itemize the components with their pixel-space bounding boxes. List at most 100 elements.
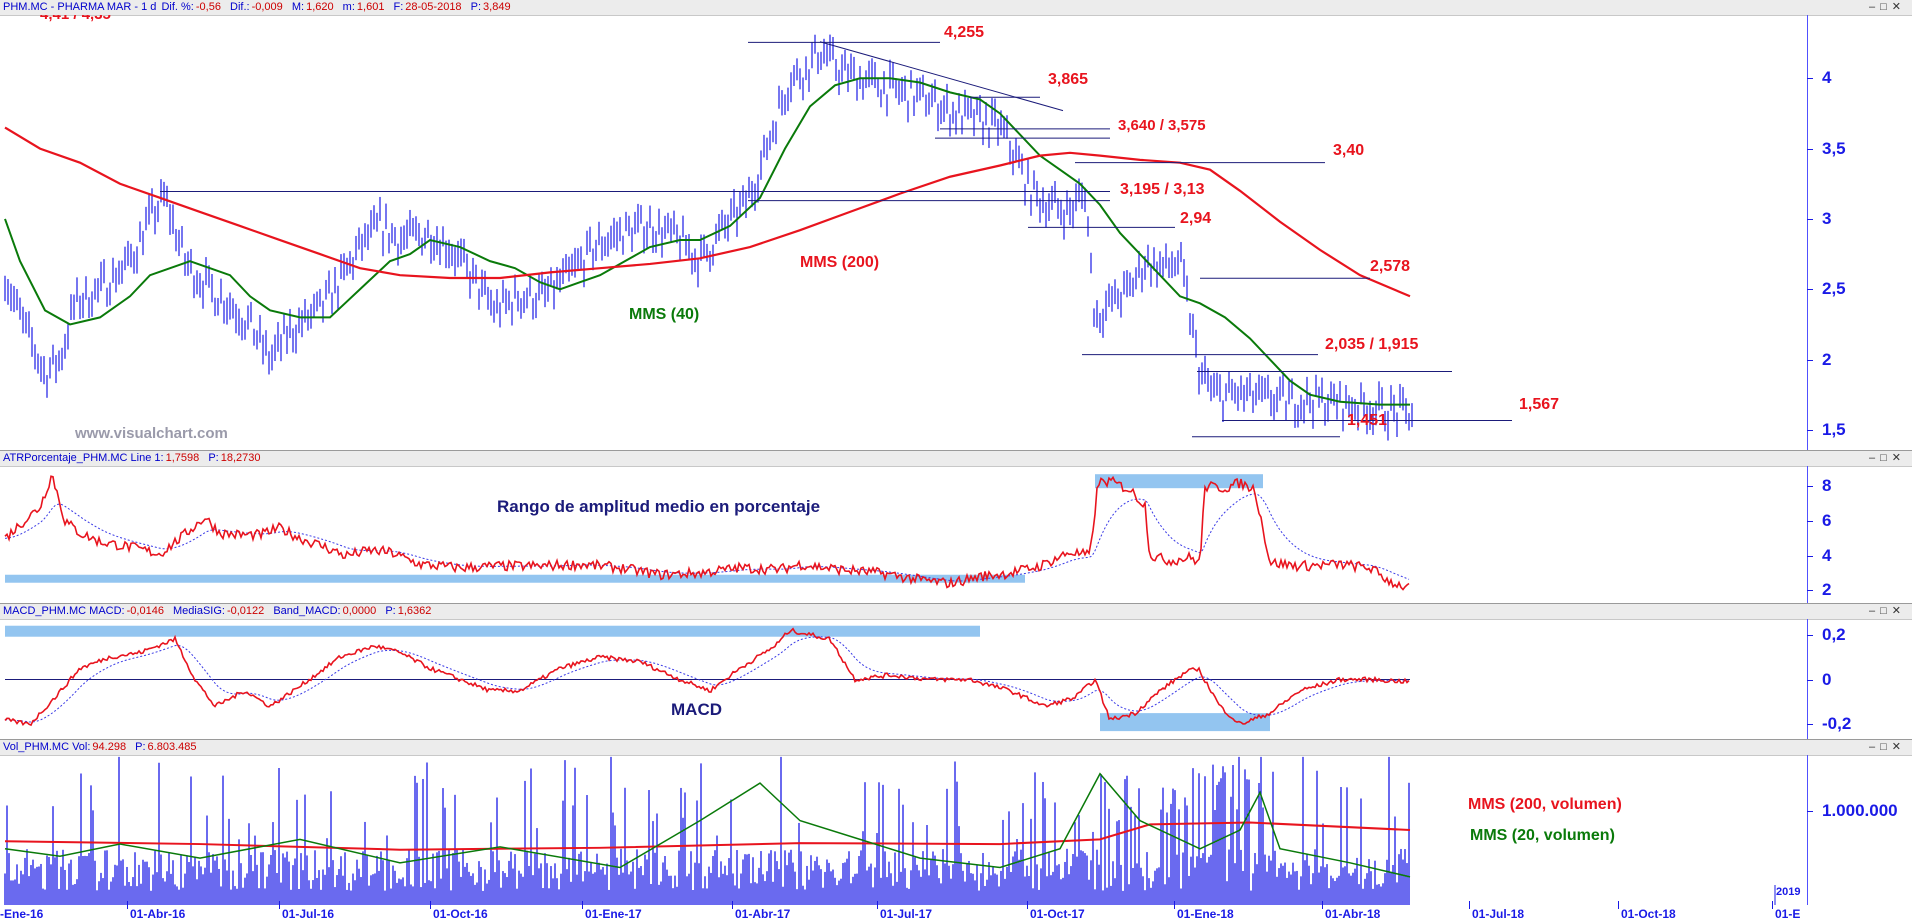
y-tick-mark <box>1807 218 1813 220</box>
level-label-2035: 2,035 / 1,915 <box>1325 336 1419 353</box>
price-header-value: -0,009 <box>251 1 283 13</box>
price-y-axis <box>1807 15 1808 450</box>
price-y-tick: 1,5 <box>1822 419 1846 439</box>
maximize-icon[interactable]: □ <box>1880 1 1892 13</box>
x-tick-label: 01-Abr-18 <box>1325 907 1381 921</box>
volume-legend-mms20: MMS (20, volumen) <box>1470 827 1615 844</box>
maximize-icon[interactable]: □ <box>1880 452 1892 464</box>
price-window-controls: –□✕ <box>1869 0 1906 13</box>
y-tick-mark <box>1807 521 1813 522</box>
volume-mms200-line <box>4 821 1411 851</box>
maximize-icon[interactable]: □ <box>1880 605 1892 617</box>
macd-header-value: -0,0122 <box>226 605 265 617</box>
level-label-3865: 3,865 <box>1048 71 1089 88</box>
x-tick-label: 01-Abr-17 <box>735 907 791 921</box>
x-tick-mark <box>127 901 128 909</box>
close-icon[interactable]: ✕ <box>1891 605 1906 617</box>
x-tick-label: 01-Ene-17 <box>585 907 642 921</box>
price-header-symbol: PHM.MC - PHARMA MAR - 1 d <box>3 1 157 13</box>
macd-highlight-high <box>5 625 980 637</box>
maximize-icon[interactable]: □ <box>1880 741 1892 753</box>
mms40-line <box>4 77 1410 406</box>
y-tick-mark <box>1807 679 1813 681</box>
volume-y-tick: 1.000.000 <box>1822 801 1898 821</box>
macd-signal-line <box>4 636 1410 723</box>
minimize-icon[interactable]: – <box>1869 452 1881 464</box>
atr-y-tick: 4 <box>1822 545 1832 565</box>
trendline <box>819 41 1064 112</box>
price-header-label: Dif.: <box>230 1 250 13</box>
level-label-1567: 1,567 <box>1519 396 1560 413</box>
macd-header-label: P: <box>385 605 396 617</box>
macd-panel: MACD_PHM.MC MACD: -0,0146 MediaSIG: -0,012… <box>0 604 1912 740</box>
year-marker: 2019 <box>1776 886 1801 898</box>
level-label-4255: 4,255 <box>944 24 985 41</box>
atr-y-tick: 2 <box>1822 580 1832 600</box>
macd-header-value: 0,0000 <box>342 605 377 617</box>
x-tick-label: 01-E <box>1775 907 1801 921</box>
x-tick-mark <box>430 901 431 909</box>
level-label-294: 2,94 <box>1180 210 1212 227</box>
y-tick-mark <box>1807 634 1813 636</box>
x-tick-mark <box>1322 901 1323 909</box>
x-tick-mark <box>1618 901 1619 909</box>
price-header-label: P: <box>470 1 482 13</box>
macd-y-tick: -0,2 <box>1822 714 1852 734</box>
atr-header: ATRPorcentaje_PHM.MC Line 1: 1,7598 P: 18,… <box>0 451 1912 467</box>
level-label-3640: 3,640 / 3,575 <box>1118 117 1206 134</box>
volume-panel: Vol_PHM.MC Vol: 94.298 P: 6.803.485 –□✕ MM… <box>0 740 1912 905</box>
watermark: www.visualchart.com <box>75 425 228 442</box>
level-label-3195: 3,195 / 3,13 <box>1120 181 1205 198</box>
atr-header-value: 18,2730 <box>220 452 261 464</box>
macd-y-tick: 0,2 <box>1822 624 1846 644</box>
volume-header-label: P: <box>135 741 146 753</box>
close-icon[interactable]: ✕ <box>1891 741 1906 753</box>
macd-header: MACD_PHM.MC MACD: -0,0146 MediaSIG: -0,012… <box>0 604 1912 620</box>
volume-header-label: Vol_PHM.MC Vol: <box>3 741 91 753</box>
macd-header-label: MACD_PHM.MC MACD: <box>3 605 125 617</box>
price-y-tick: 3,5 <box>1822 138 1846 158</box>
atr-line <box>4 475 1410 591</box>
macd-y-tick: 0 <box>1822 669 1832 689</box>
atr-y-axis <box>1807 466 1808 603</box>
atr-y-tick: 8 <box>1822 476 1832 496</box>
x-tick-label: 01-Jul-16 <box>282 907 335 921</box>
price-chart <box>4 34 1512 441</box>
mms40-label: MMS (40) <box>629 306 700 323</box>
volume-header-value: 6.803.485 <box>147 741 197 753</box>
x-tick-mark <box>582 901 583 909</box>
y-tick-mark <box>1807 359 1813 361</box>
minimize-icon[interactable]: – <box>1869 605 1881 617</box>
level-label-2578: 2,578 <box>1370 258 1411 275</box>
close-icon[interactable]: ✕ <box>1891 1 1906 13</box>
x-tick-label: -Ene-16 <box>0 907 44 921</box>
macd-line <box>4 627 1410 727</box>
atr-y-tick: 6 <box>1822 511 1832 530</box>
minimize-icon[interactable]: – <box>1869 741 1881 753</box>
volume-y-axis <box>1807 755 1808 905</box>
volume-window-controls: –□✕ <box>1869 740 1906 753</box>
x-axis: -Ene-16 01-Abr-16 01-Jul-16 01-Oct-16 01-Ene… <box>0 901 1912 922</box>
x-tick-label: 01-Ene-18 <box>1177 907 1234 921</box>
atr-title: Rango de amplitud medio en porcentaje <box>497 497 821 516</box>
close-icon[interactable]: ✕ <box>1891 452 1906 464</box>
volume-mms20-line <box>4 772 1411 878</box>
x-tick-label: 01-Jul-17 <box>880 907 933 921</box>
volume-header: Vol_PHM.MC Vol: 94.298 P: 6.803.485 <box>0 740 1912 756</box>
macd-header-value: 1,6362 <box>397 605 432 617</box>
x-tick-mark <box>279 901 280 909</box>
price-header-value: 1,601 <box>356 1 385 13</box>
x-tick-mark <box>1174 901 1175 909</box>
atr-window-controls: –□✕ <box>1869 451 1906 464</box>
price-header-value: -0,56 <box>195 1 221 13</box>
y-tick-mark <box>1807 555 1813 557</box>
cut-label: 4,41 / 4,35 <box>40 15 111 23</box>
x-tick-label: 01-Jul-18 <box>1472 907 1525 921</box>
x-tick-label: 01-Abr-16 <box>130 907 186 921</box>
macd-header-label: MediaSIG: <box>173 605 225 617</box>
price-panel: PHM.MC - PHARMA MAR - 1 d Dif. %: -0,56 D… <box>0 0 1912 451</box>
mms200-label: MMS (200) <box>800 254 880 271</box>
price-header: PHM.MC - PHARMA MAR - 1 d Dif. %: -0,56 D… <box>0 0 1912 16</box>
y-tick-mark <box>1807 590 1813 592</box>
minimize-icon[interactable]: – <box>1869 1 1881 13</box>
